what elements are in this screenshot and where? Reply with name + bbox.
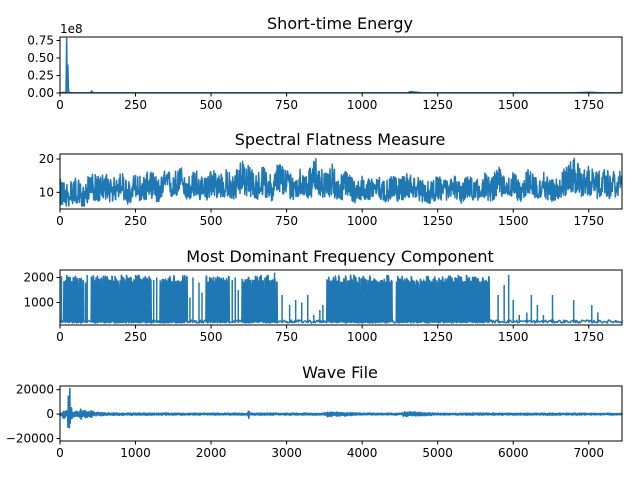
x-tick-label: 1750 bbox=[573, 98, 604, 112]
chart-title: Spectral Flatness Measure bbox=[235, 130, 446, 149]
x-tick-label: 1750 bbox=[573, 330, 604, 344]
y-tick-label: 0.75 bbox=[27, 34, 54, 48]
axes-frame bbox=[59, 153, 623, 210]
offset-label: 1e8 bbox=[60, 22, 83, 36]
y-tick-label: 0.25 bbox=[27, 69, 54, 83]
y-tick-label: 0 bbox=[46, 407, 54, 421]
x-tick-label: 0 bbox=[56, 214, 64, 228]
x-tick-label: 1500 bbox=[498, 98, 529, 112]
x-tick-label: 3000 bbox=[271, 446, 302, 460]
series-line bbox=[60, 387, 622, 429]
x-tick-label: 250 bbox=[124, 98, 147, 112]
x-tick-label: 1000 bbox=[120, 446, 151, 460]
x-tick-label: 1000 bbox=[347, 98, 378, 112]
axes-frame bbox=[59, 385, 623, 442]
x-tick-label: 250 bbox=[124, 214, 147, 228]
x-tick-label: 0 bbox=[56, 446, 64, 460]
y-tick-label: 2000 bbox=[23, 271, 54, 285]
x-tick-label: 500 bbox=[200, 98, 223, 112]
series-line bbox=[60, 157, 622, 207]
plot-area bbox=[60, 272, 622, 324]
x-tick-label: 1250 bbox=[422, 98, 453, 112]
y-tick-label: 1000 bbox=[23, 296, 54, 310]
chart-title: Most Dominant Frequency Component bbox=[186, 247, 494, 266]
axes-frame bbox=[59, 36, 623, 94]
series-line bbox=[60, 274, 622, 324]
x-tick-label: 2000 bbox=[196, 446, 227, 460]
chart-title: Short-time Energy bbox=[267, 14, 413, 33]
subplot-dominant-frequency: Most Dominant Frequency Component 0 250 50… bbox=[23, 247, 623, 344]
axes-frame bbox=[59, 269, 623, 326]
plot-area bbox=[60, 387, 622, 429]
y-tick-label: 20000 bbox=[16, 383, 54, 397]
y-tick-label: 20 bbox=[39, 152, 54, 166]
x-tick-label: 1250 bbox=[422, 214, 453, 228]
x-tick-label: 6000 bbox=[498, 446, 529, 460]
x-tick-label: 1500 bbox=[498, 214, 529, 228]
x-tick-label: 1000 bbox=[347, 214, 378, 228]
x-tick-label: 1000 bbox=[347, 330, 378, 344]
x-tick-label: 500 bbox=[200, 214, 223, 228]
x-tick-label: 1250 bbox=[422, 330, 453, 344]
x-tick-label: 750 bbox=[275, 330, 298, 344]
x-tick-label: 4000 bbox=[347, 446, 378, 460]
x-tick-label: 1750 bbox=[573, 214, 604, 228]
x-tick-label: 750 bbox=[275, 214, 298, 228]
x-tick-label: 250 bbox=[124, 330, 147, 344]
x-tick-label: 500 bbox=[200, 330, 223, 344]
subplot-spectral-flatness: Spectral Flatness Measure 0 250 500 750 1000… bbox=[39, 130, 623, 228]
subplot-short-time-energy: Short-time Energy 1e8 0 250 500 750 1000 1250… bbox=[27, 14, 623, 112]
x-tick-label: 7000 bbox=[573, 446, 604, 460]
subplot-wave-file: Wave File 0 1000 2000 3000 4000 5000 6000 7000 −… bbox=[6, 363, 623, 460]
chart-title: Wave File bbox=[302, 363, 378, 382]
x-tick-label: 0 bbox=[56, 98, 64, 112]
plot-area bbox=[60, 157, 622, 207]
y-tick-label: 0.50 bbox=[27, 51, 54, 65]
x-tick-label: 5000 bbox=[422, 446, 453, 460]
x-tick-label: 0 bbox=[56, 330, 64, 344]
y-tick-label: 10 bbox=[39, 185, 54, 199]
x-tick-label: 1500 bbox=[498, 330, 529, 344]
y-tick-label: −20000 bbox=[6, 432, 54, 446]
y-tick-label: 0.00 bbox=[27, 86, 54, 100]
x-tick-label: 750 bbox=[275, 98, 298, 112]
